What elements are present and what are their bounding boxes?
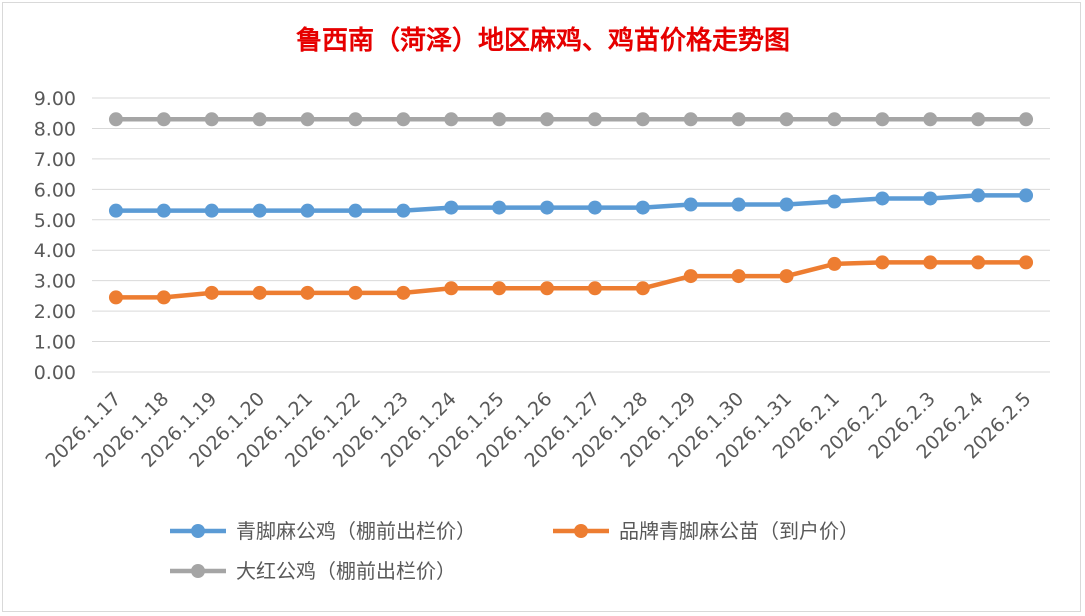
data-point — [971, 188, 986, 203]
data-point — [348, 112, 363, 127]
data-point — [156, 290, 171, 305]
data-point — [635, 200, 650, 215]
y-tick-label: 7.00 — [34, 149, 76, 171]
gridlines — [92, 97, 1050, 373]
data-point — [635, 281, 650, 296]
legend-label: 青脚麻公鸡（棚前出栏价） — [236, 519, 476, 543]
data-point — [923, 255, 938, 270]
data-point — [492, 112, 507, 127]
y-tick-label: 8.00 — [34, 118, 76, 140]
y-tick-label: 3.00 — [34, 271, 76, 293]
data-point — [540, 281, 555, 296]
y-tick-label: 1.00 — [34, 332, 76, 354]
data-point — [156, 112, 171, 127]
y-tick-label: 0.00 — [34, 362, 76, 384]
series-line — [115, 193, 1027, 213]
data-point — [252, 285, 267, 300]
y-tick-label: 9.00 — [34, 88, 76, 110]
legend: 青脚麻公鸡（棚前出栏价） 品牌青脚麻公苗（到户价） 大红公鸡（棚前出栏价） — [170, 519, 859, 583]
data-point — [204, 112, 219, 127]
data-point — [683, 197, 698, 212]
data-point — [300, 285, 315, 300]
data-point — [827, 256, 842, 271]
y-axis-ticks: 0.00 1.00 2.00 3.00 4.00 5.00 6.00 7.00 8.00 9.00 — [34, 88, 76, 384]
data-point — [683, 269, 698, 284]
data-point — [731, 112, 746, 127]
series-3 — [108, 112, 1034, 127]
data-point — [444, 112, 459, 127]
series-lines — [108, 112, 1034, 305]
data-point — [396, 112, 411, 127]
data-point — [635, 112, 650, 127]
data-point — [779, 112, 794, 127]
data-point — [875, 255, 890, 270]
data-point — [444, 200, 459, 215]
data-point — [587, 281, 602, 296]
y-tick-label: 2.00 — [34, 301, 76, 323]
chart-title: 鲁西南（菏泽）地区麻鸡、鸡苗价格走势图 — [296, 25, 790, 56]
legend-marker — [191, 524, 205, 538]
data-point — [587, 200, 602, 215]
legend-entry: 大红公鸡（棚前出栏价） — [170, 559, 456, 583]
data-point — [540, 200, 555, 215]
data-point — [1019, 188, 1034, 203]
data-point — [348, 203, 363, 218]
data-point — [731, 269, 746, 284]
data-point — [156, 203, 171, 218]
data-point — [971, 112, 986, 127]
data-point — [108, 290, 123, 305]
data-point — [396, 203, 411, 218]
x-axis-ticks: 2026.1.172026.1.182026.1.192026.1.202026… — [42, 388, 1036, 472]
data-point — [923, 191, 938, 206]
data-point — [492, 200, 507, 215]
data-point — [587, 112, 602, 127]
data-point — [1019, 255, 1034, 270]
data-point — [683, 112, 698, 127]
data-point — [540, 112, 555, 127]
series-2 — [108, 255, 1034, 305]
data-point — [252, 203, 267, 218]
series-line — [115, 260, 1027, 300]
legend-label: 品牌青脚麻公苗（到户价） — [619, 519, 859, 543]
data-point — [252, 112, 267, 127]
data-point — [875, 112, 890, 127]
data-point — [348, 285, 363, 300]
y-tick-label: 4.00 — [34, 240, 76, 262]
data-point — [108, 112, 123, 127]
legend-marker — [574, 524, 588, 538]
data-point — [396, 285, 411, 300]
data-point — [300, 203, 315, 218]
data-point — [923, 112, 938, 127]
data-point — [300, 112, 315, 127]
data-point — [827, 194, 842, 209]
data-point — [827, 112, 842, 127]
data-point — [731, 197, 746, 212]
data-point — [444, 281, 459, 296]
data-point — [1019, 112, 1034, 127]
data-point — [204, 203, 219, 218]
y-tick-label: 6.00 — [34, 179, 76, 201]
data-point — [492, 281, 507, 296]
legend-label: 大红公鸡（棚前出栏价） — [236, 559, 456, 583]
data-point — [971, 255, 986, 270]
legend-entry: 品牌青脚麻公苗（到户价） — [553, 519, 859, 543]
data-point — [779, 197, 794, 212]
data-point — [108, 203, 123, 218]
data-point — [204, 285, 219, 300]
series-1 — [108, 188, 1034, 218]
data-point — [779, 269, 794, 284]
y-tick-label: 5.00 — [34, 210, 76, 232]
legend-entry: 青脚麻公鸡（棚前出栏价） — [170, 519, 476, 543]
data-point — [875, 191, 890, 206]
legend-marker — [191, 564, 205, 578]
